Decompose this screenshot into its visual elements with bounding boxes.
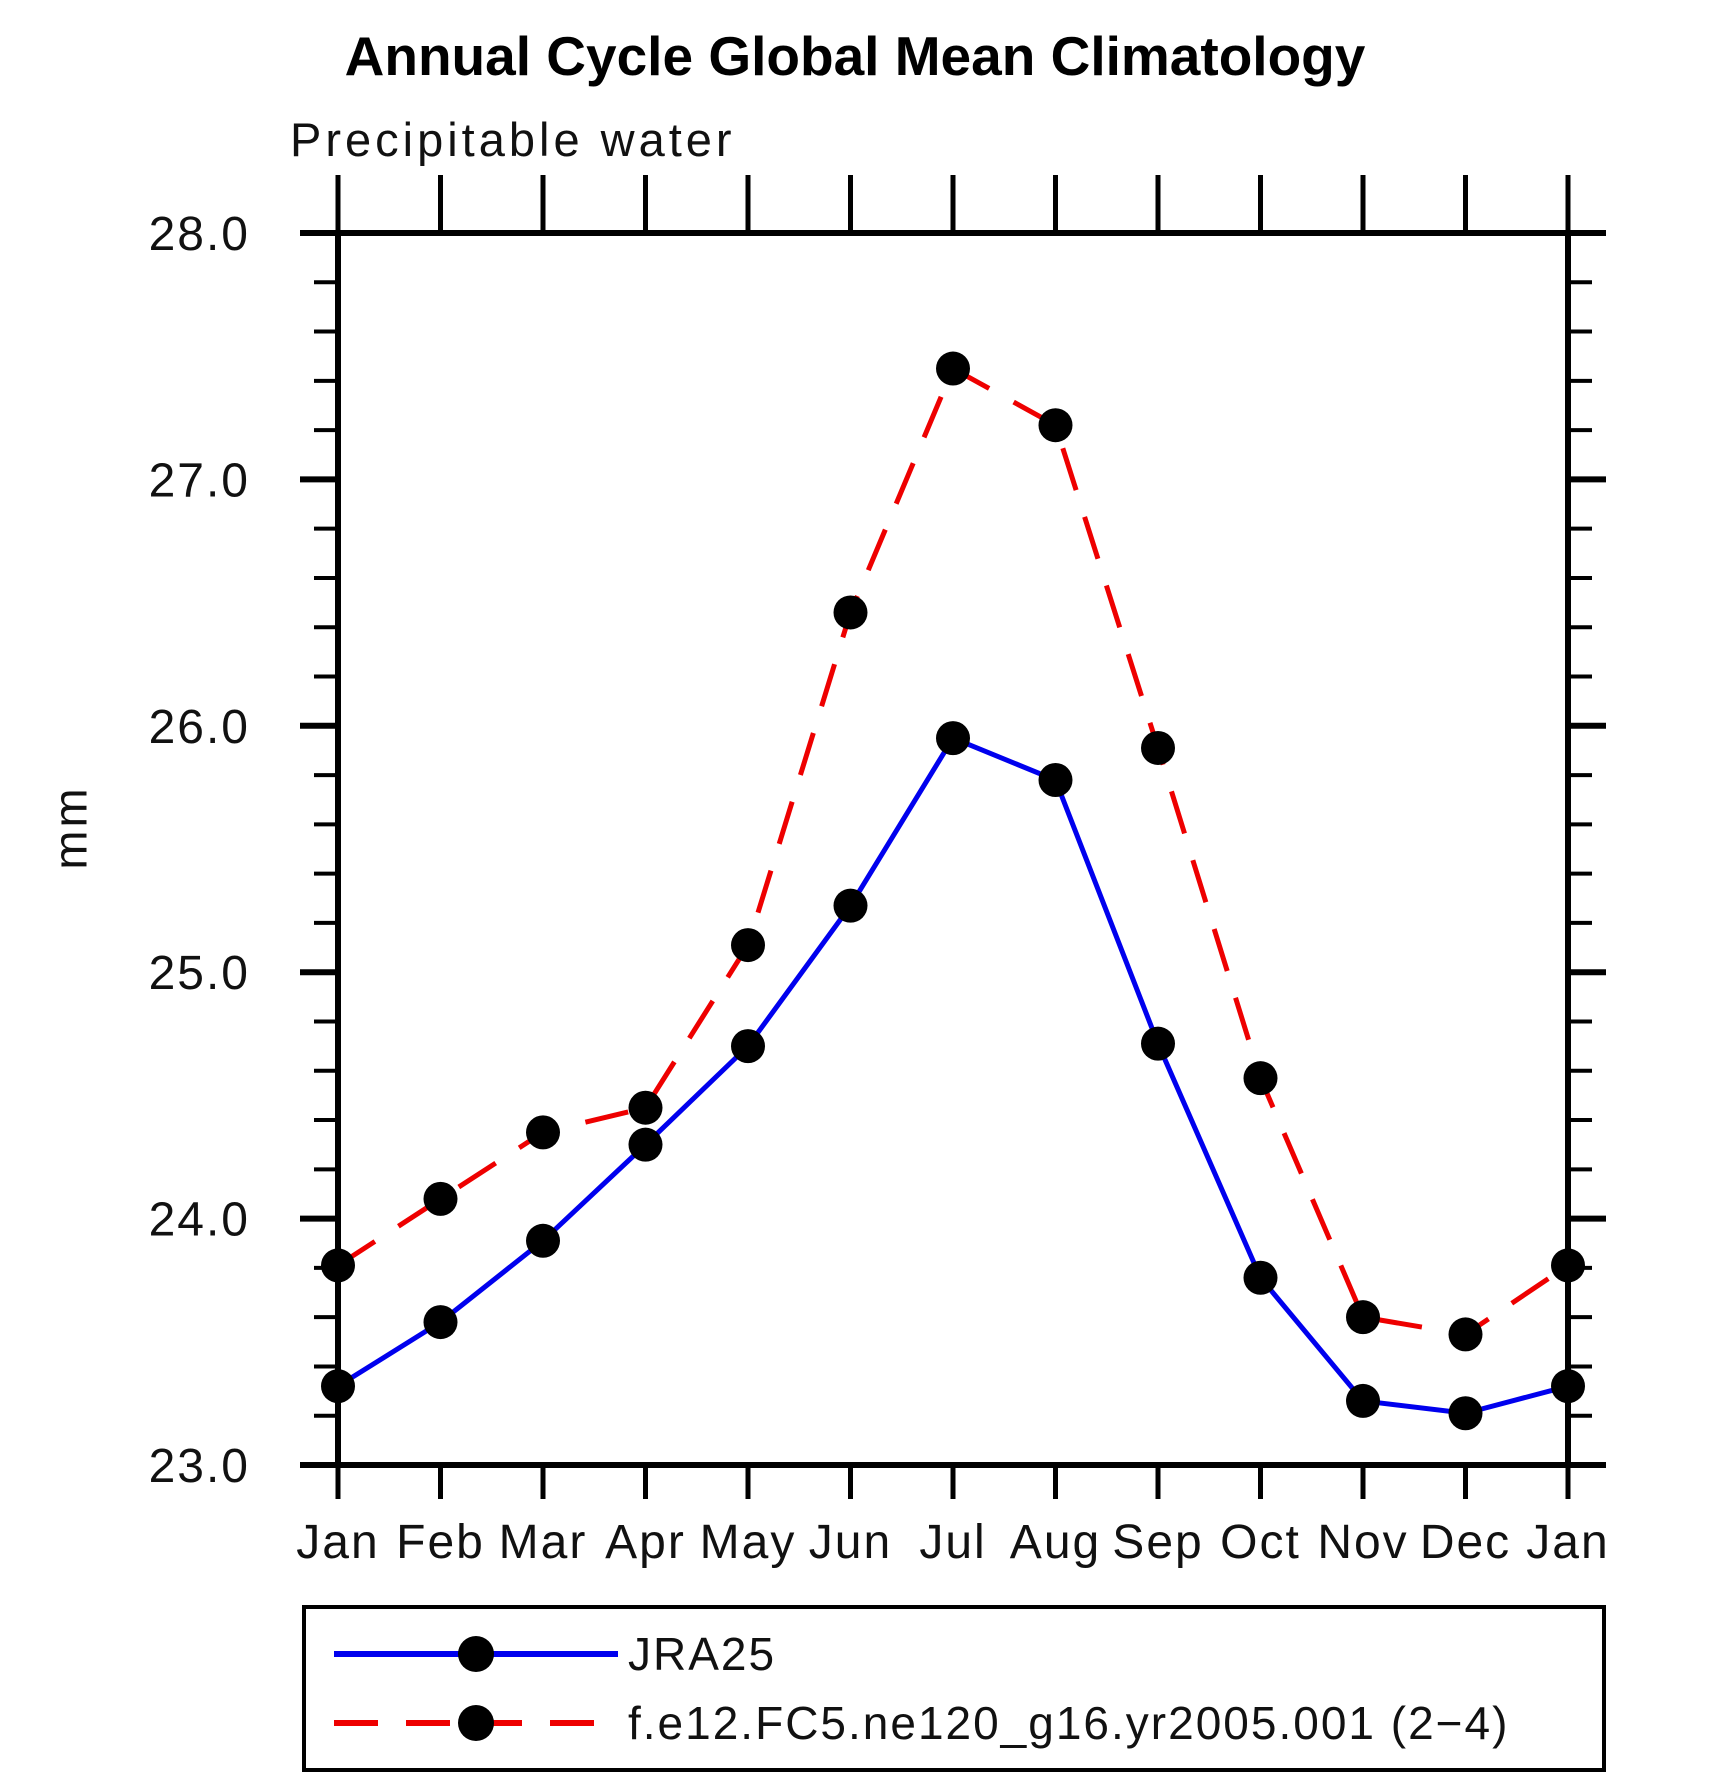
x-axis-tick-label: Jun: [809, 1516, 892, 1569]
series-marker-0: [423, 1305, 458, 1340]
series-marker-1: [321, 1248, 355, 1283]
series-marker-0: [1448, 1396, 1483, 1431]
series-marker-0: [936, 721, 970, 756]
legend-label-model: f.e12.FC5.ne120_g16.yr2005.001 (2−4): [628, 1697, 1510, 1750]
series-marker-1: [833, 595, 868, 630]
series-marker-0: [628, 1127, 663, 1162]
series-marker-1: [731, 928, 765, 963]
series-marker-1: [1551, 1248, 1585, 1283]
chart-title: Annual Cycle Global Mean Climatology: [344, 25, 1366, 87]
jra25-marker-icon: [458, 1635, 494, 1672]
series-marker-1: [1243, 1061, 1278, 1096]
series-marker-0: [1141, 1026, 1175, 1061]
series-line-0: [336, 735, 1569, 1416]
x-axis-tick-label: Oct: [1220, 1516, 1301, 1569]
series-marker-0: [833, 888, 868, 923]
series-marker-1: [1346, 1300, 1380, 1335]
y-axis-tick-label: 23.0: [149, 1440, 250, 1493]
legend-item-model: f.e12.FC5.ne120_g16.yr2005.001 (2−4): [326, 1697, 1602, 1750]
plot-frame: [335, 230, 1571, 1468]
jra25-line-sample-icon: [334, 1635, 618, 1672]
series-marker-1: [423, 1181, 458, 1216]
series-marker-1: [526, 1115, 560, 1150]
x-axis-tick-label: Nov: [1317, 1516, 1408, 1569]
y-axis-tick-label: 28.0: [149, 208, 250, 261]
x-axis-tick-label: Dec: [1420, 1516, 1511, 1569]
series-line-1: [336, 364, 1570, 1338]
x-axis-tick-label: Aug: [1010, 1516, 1101, 1569]
series-marker-0: [526, 1223, 560, 1258]
series-marker-0: [731, 1029, 765, 1064]
series-marker-1: [1448, 1317, 1483, 1352]
legend: JRA25 f.e12.FC5.ne120_g16.yr2005.001 (2−…: [302, 1605, 1606, 1772]
x-axis-tick-label: Apr: [605, 1516, 686, 1569]
chart-subtitle: Precipitable water: [290, 113, 736, 166]
x-axis-tick-label: Mar: [499, 1516, 588, 1569]
y-axis-tick-label: 27.0: [149, 454, 250, 507]
series-marker-0: [1038, 763, 1073, 798]
model-line-sample-icon: [334, 1705, 618, 1742]
y-axis-tick-label: 26.0: [149, 701, 250, 754]
series-marker-1: [1038, 408, 1073, 443]
x-axis-tick-label: May: [700, 1516, 797, 1569]
x-axis-tick-label: Jul: [919, 1516, 986, 1569]
series-marker-1: [1141, 730, 1175, 765]
model-marker-icon: [458, 1705, 494, 1742]
series-marker-0: [321, 1369, 355, 1404]
x-axis-tick-label: Sep: [1112, 1516, 1203, 1569]
y-axis-tick-label: 24.0: [149, 1194, 250, 1247]
series-marker-1: [628, 1090, 663, 1125]
legend-item-jra25: JRA25: [326, 1627, 1602, 1680]
x-axis-tick-label: Jan: [296, 1516, 379, 1569]
series-marker-0: [1551, 1369, 1585, 1404]
legend-label-jra25: JRA25: [628, 1627, 777, 1680]
y-axis-tick-label: 25.0: [149, 947, 250, 1000]
x-axis-tick-label: Feb: [396, 1516, 485, 1569]
x-axis-tick-label: Jan: [1526, 1516, 1609, 1569]
series-marker-0: [1346, 1383, 1380, 1418]
series-marker-1: [936, 351, 970, 386]
series-marker-0: [1243, 1260, 1278, 1295]
